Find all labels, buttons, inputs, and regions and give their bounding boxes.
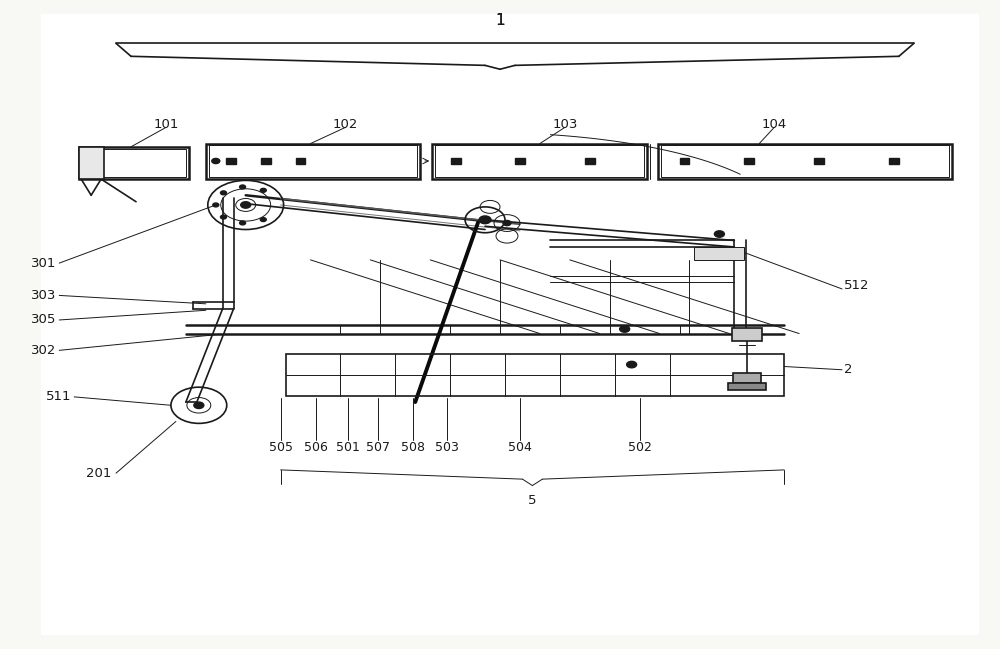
Text: 201: 201 [86,467,111,480]
Text: 502: 502 [628,441,652,454]
Bar [79,147,104,179]
Circle shape [212,158,220,164]
Circle shape [240,221,246,225]
Circle shape [194,402,204,408]
Circle shape [714,231,724,238]
Bar [286,354,784,396]
Circle shape [627,361,637,368]
Circle shape [220,215,226,219]
Circle shape [479,216,491,224]
Bar [728,383,766,391]
Text: 508: 508 [401,441,425,454]
Text: 305: 305 [31,313,56,326]
Text: 512: 512 [844,279,870,292]
Circle shape [260,188,266,192]
Text: 1: 1 [495,13,505,29]
Text: 505: 505 [269,441,293,454]
Bar [79,147,189,179]
Circle shape [260,217,266,221]
Bar [733,373,761,383]
Bar [209,145,417,177]
Text: 503: 503 [435,441,459,454]
Text: 104: 104 [762,117,787,130]
Circle shape [240,185,246,189]
Circle shape [213,203,219,207]
Text: 501: 501 [336,441,360,454]
Text: 2: 2 [844,363,853,376]
Text: 507: 507 [366,441,390,454]
Circle shape [503,221,511,226]
Bar [206,143,420,179]
Text: 301: 301 [31,256,56,269]
Circle shape [220,191,226,195]
Bar [432,143,647,179]
Text: 1: 1 [495,13,505,29]
Bar [82,149,186,177]
Text: 511: 511 [46,391,71,404]
Circle shape [620,326,630,332]
Text: 102: 102 [333,117,358,130]
Text: 101: 101 [153,117,179,130]
Bar [658,143,952,179]
Text: 506: 506 [304,441,327,454]
Bar [694,247,744,260]
Bar [732,328,762,341]
Bar [661,145,949,177]
Bar [435,145,644,177]
Text: 303: 303 [31,289,56,302]
Text: 504: 504 [508,441,532,454]
Text: 302: 302 [31,344,56,357]
Text: 5: 5 [528,495,537,508]
Text: 103: 103 [552,117,578,130]
Circle shape [241,202,251,208]
